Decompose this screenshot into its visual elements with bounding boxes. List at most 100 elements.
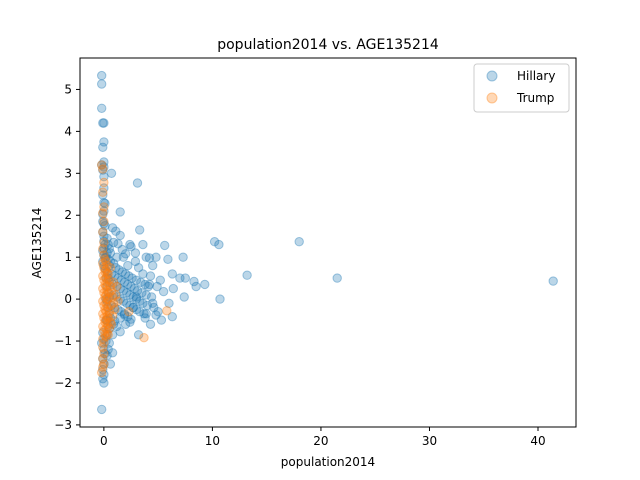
point-hillary (98, 190, 108, 200)
point-hillary (160, 240, 170, 251)
point-hillary (99, 378, 109, 388)
point-hillary (99, 243, 109, 253)
point-hillary (115, 207, 125, 217)
data-points (97, 70, 558, 415)
point-hillary (156, 315, 167, 325)
point-trump (98, 296, 108, 306)
point-hillary (120, 269, 131, 279)
y-tick-label: 3 (64, 166, 72, 180)
point-hillary (133, 330, 144, 340)
point-hillary (103, 254, 113, 264)
legend-label-hillary: Hillary (517, 69, 555, 83)
point-trump (124, 307, 134, 317)
point-hillary (102, 315, 112, 325)
point-hillary (100, 264, 110, 274)
point-hillary (180, 273, 191, 283)
point-trump (99, 250, 109, 260)
y-tick-label: 4 (64, 124, 72, 138)
point-hillary (98, 227, 108, 237)
point-trump (98, 283, 108, 294)
point-hillary (130, 248, 141, 258)
point-hillary (332, 273, 342, 283)
point-trump (99, 177, 109, 188)
point-hillary (100, 348, 110, 359)
point-hillary (191, 281, 201, 292)
point-hillary (101, 315, 111, 325)
point-trump (98, 244, 108, 254)
point-hillary (145, 319, 156, 329)
point-trump (101, 323, 111, 334)
point-trump (102, 311, 112, 321)
point-hillary (107, 223, 118, 233)
point-hillary (115, 313, 125, 323)
point-hillary (97, 103, 107, 114)
point-trump (99, 275, 109, 285)
point-hillary (102, 233, 112, 244)
point-hillary (125, 300, 135, 311)
point-hillary (103, 239, 113, 250)
point-hillary (99, 359, 109, 369)
point-hillary (144, 253, 155, 263)
point-hillary (99, 260, 109, 271)
point-hillary (129, 283, 140, 294)
x-tick-label: 10 (205, 434, 220, 448)
point-hillary (214, 239, 224, 250)
point-hillary (98, 209, 108, 220)
point-hillary (132, 286, 143, 296)
point-hillary (101, 336, 111, 346)
point-hillary (138, 298, 148, 308)
y-axis-label: AGE135214 (30, 208, 44, 279)
point-trump (105, 317, 116, 327)
point-trump (103, 330, 113, 340)
point-trump (106, 286, 117, 296)
point-hillary (146, 292, 157, 302)
point-trump (101, 298, 111, 308)
point-hillary (104, 277, 115, 287)
point-trump (99, 288, 109, 298)
point-hillary (107, 330, 118, 340)
point-trump (139, 333, 149, 343)
point-hillary (103, 288, 113, 298)
point-trump (98, 227, 108, 237)
point-trump (97, 367, 107, 378)
point-hillary (152, 281, 162, 292)
point-trump (98, 354, 108, 364)
point-hillary (125, 290, 135, 300)
point-trump (99, 313, 109, 323)
point-trump (99, 263, 109, 273)
point-hillary (112, 321, 122, 332)
point-trump (99, 216, 109, 227)
x-axis-label: population2014 (281, 455, 375, 469)
y-tick-label: −3 (54, 418, 72, 432)
point-hillary (99, 344, 109, 355)
point-trump (100, 317, 110, 327)
point-hillary (113, 239, 123, 249)
point-hillary (97, 160, 107, 170)
point-hillary (167, 312, 178, 322)
point-hillary (135, 296, 145, 306)
point-hillary (99, 198, 109, 208)
point-hillary (97, 404, 107, 415)
point-trump (101, 332, 111, 342)
point-trump (98, 321, 108, 332)
point-trump (108, 298, 119, 308)
point-hillary (151, 310, 161, 320)
point-hillary (122, 298, 132, 308)
point-hillary (148, 260, 158, 271)
series-trump (97, 160, 172, 378)
point-trump (105, 300, 116, 311)
point-hillary (142, 300, 153, 311)
point-hillary (117, 267, 128, 277)
point-hillary (98, 256, 108, 267)
point-hillary (102, 296, 112, 306)
point-hillary (294, 237, 304, 247)
point-hillary (128, 302, 138, 313)
point-trump (110, 304, 120, 315)
point-hillary (113, 273, 123, 283)
point-hillary (99, 231, 109, 241)
point-hillary (138, 269, 148, 279)
point-hillary (99, 334, 109, 344)
point-hillary (179, 292, 189, 302)
point-hillary (104, 309, 115, 319)
